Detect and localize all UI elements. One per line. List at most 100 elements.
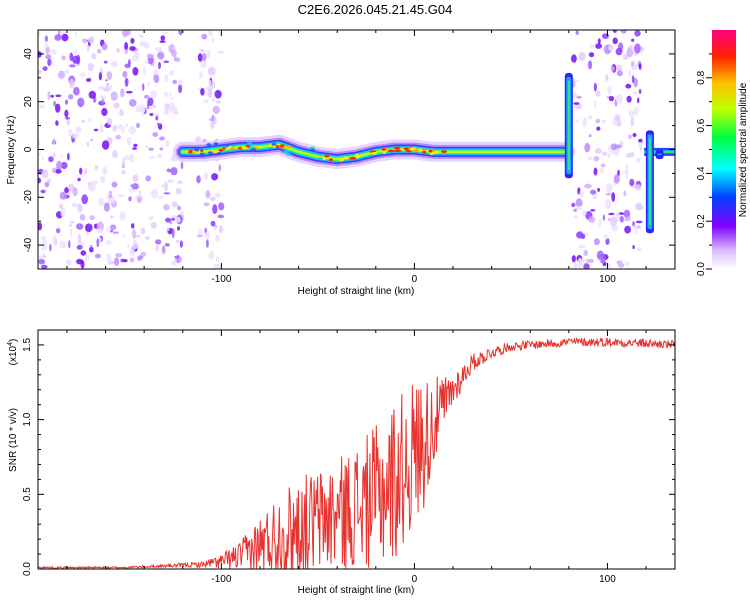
noise-blob <box>147 57 151 64</box>
noise-blob <box>109 229 114 233</box>
noise-blob <box>143 41 150 49</box>
noise-blob <box>214 89 222 99</box>
noise-blob <box>605 192 612 196</box>
noise-blob <box>616 70 623 77</box>
noise-blob <box>69 223 72 228</box>
noise-blob <box>218 225 223 234</box>
noise-blob <box>105 240 112 245</box>
signal-fringe <box>286 152 292 156</box>
noise-blob <box>213 263 221 269</box>
noise-blob <box>59 240 67 249</box>
spectrogram-xtick-label: 100 <box>599 274 616 285</box>
noise-region <box>195 30 225 269</box>
noise-blob <box>170 167 178 176</box>
noise-blob <box>55 228 61 234</box>
noise-blob <box>208 30 213 37</box>
noise-blob <box>140 227 146 235</box>
noise-blob <box>149 113 154 116</box>
spectrogram-ytick-label: -40 <box>23 237 34 252</box>
noise-blob <box>122 71 128 78</box>
noise-blob <box>210 120 215 129</box>
noise-blob <box>44 181 50 188</box>
spectrogram-xtick-label: 0 <box>412 274 418 285</box>
noise-blob <box>80 119 86 123</box>
noise-blob <box>637 97 640 104</box>
noise-blob <box>40 189 46 194</box>
signal-hotspot <box>339 158 344 162</box>
noise-blob <box>77 97 85 108</box>
noise-blob <box>159 136 165 141</box>
noise-blob <box>55 120 59 126</box>
noise-blob <box>605 183 613 193</box>
noise-blob <box>607 85 612 96</box>
noise-blob <box>140 251 147 257</box>
signal-hotspot <box>222 147 226 150</box>
noise-blob <box>91 52 97 60</box>
signal-hotspot <box>229 147 235 151</box>
noise-blob <box>74 49 78 55</box>
noise-blob <box>152 132 158 137</box>
noise-blob <box>112 124 117 132</box>
noise-blob <box>136 122 140 129</box>
snr-ylabel: SNR (10 * v/v) <box>8 408 19 472</box>
noise-blob <box>131 223 135 229</box>
signal-hotspot <box>387 149 395 153</box>
noise-blob <box>212 105 220 114</box>
noise-blob <box>44 35 49 42</box>
noise-blob <box>632 245 635 250</box>
noise-blob <box>52 152 56 159</box>
signal-fringe <box>208 151 213 155</box>
noise-blob <box>169 105 177 113</box>
noise-blob <box>209 117 212 122</box>
noise-blob <box>137 196 142 204</box>
spectrogram-ytick-label: 20 <box>23 96 34 108</box>
noise-blob <box>593 82 598 92</box>
noise-blob <box>215 256 219 263</box>
noise-blob <box>107 117 113 126</box>
noise-blob <box>639 145 643 151</box>
noise-blob <box>573 79 580 83</box>
noise-blob <box>636 247 642 252</box>
noise-blob <box>69 228 73 238</box>
signal-fringe <box>247 140 252 145</box>
noise-blob <box>42 255 47 259</box>
signal-fringe <box>206 143 212 147</box>
signal-hotspot <box>409 147 417 151</box>
noise-blob <box>210 220 216 227</box>
noise-blob <box>176 239 180 243</box>
noise-blob <box>100 175 106 184</box>
noise-region <box>570 30 644 269</box>
signal-fringe <box>193 148 199 152</box>
noise-blob <box>609 216 618 227</box>
noise-blob <box>159 147 164 151</box>
noise-blob <box>132 147 138 150</box>
noise-blob <box>68 128 73 137</box>
noise-blob <box>125 123 129 128</box>
noise-blob <box>48 156 54 163</box>
noise-blob <box>98 197 105 207</box>
noise-blob <box>81 194 88 205</box>
noise-blob <box>172 79 178 84</box>
noise-blob <box>173 46 177 50</box>
noise-blob <box>73 86 80 96</box>
noise-blob <box>601 119 606 124</box>
noise-blob <box>595 148 602 154</box>
snr-axes: -100 0 100 0.0 0.5 1.0 1.5 <box>22 330 675 585</box>
signal-hotspot <box>324 154 330 158</box>
noise-blob <box>91 180 99 185</box>
signal-hotspot <box>394 149 402 153</box>
noise-blob <box>132 239 138 250</box>
colorbar-tick-label: 0.0 <box>696 262 707 276</box>
noise-blob <box>122 233 125 238</box>
noise-blob <box>581 233 586 239</box>
noise-blob <box>126 136 132 146</box>
noise-blob <box>87 62 94 72</box>
noise-blob <box>124 63 131 69</box>
noise-blob <box>94 164 98 171</box>
colorbar-label: Normalized spectral amplitude <box>738 82 749 217</box>
noise-blob <box>86 141 90 147</box>
noise-blob <box>636 204 644 210</box>
noise-blob <box>171 201 179 208</box>
noise-blob <box>603 234 609 240</box>
